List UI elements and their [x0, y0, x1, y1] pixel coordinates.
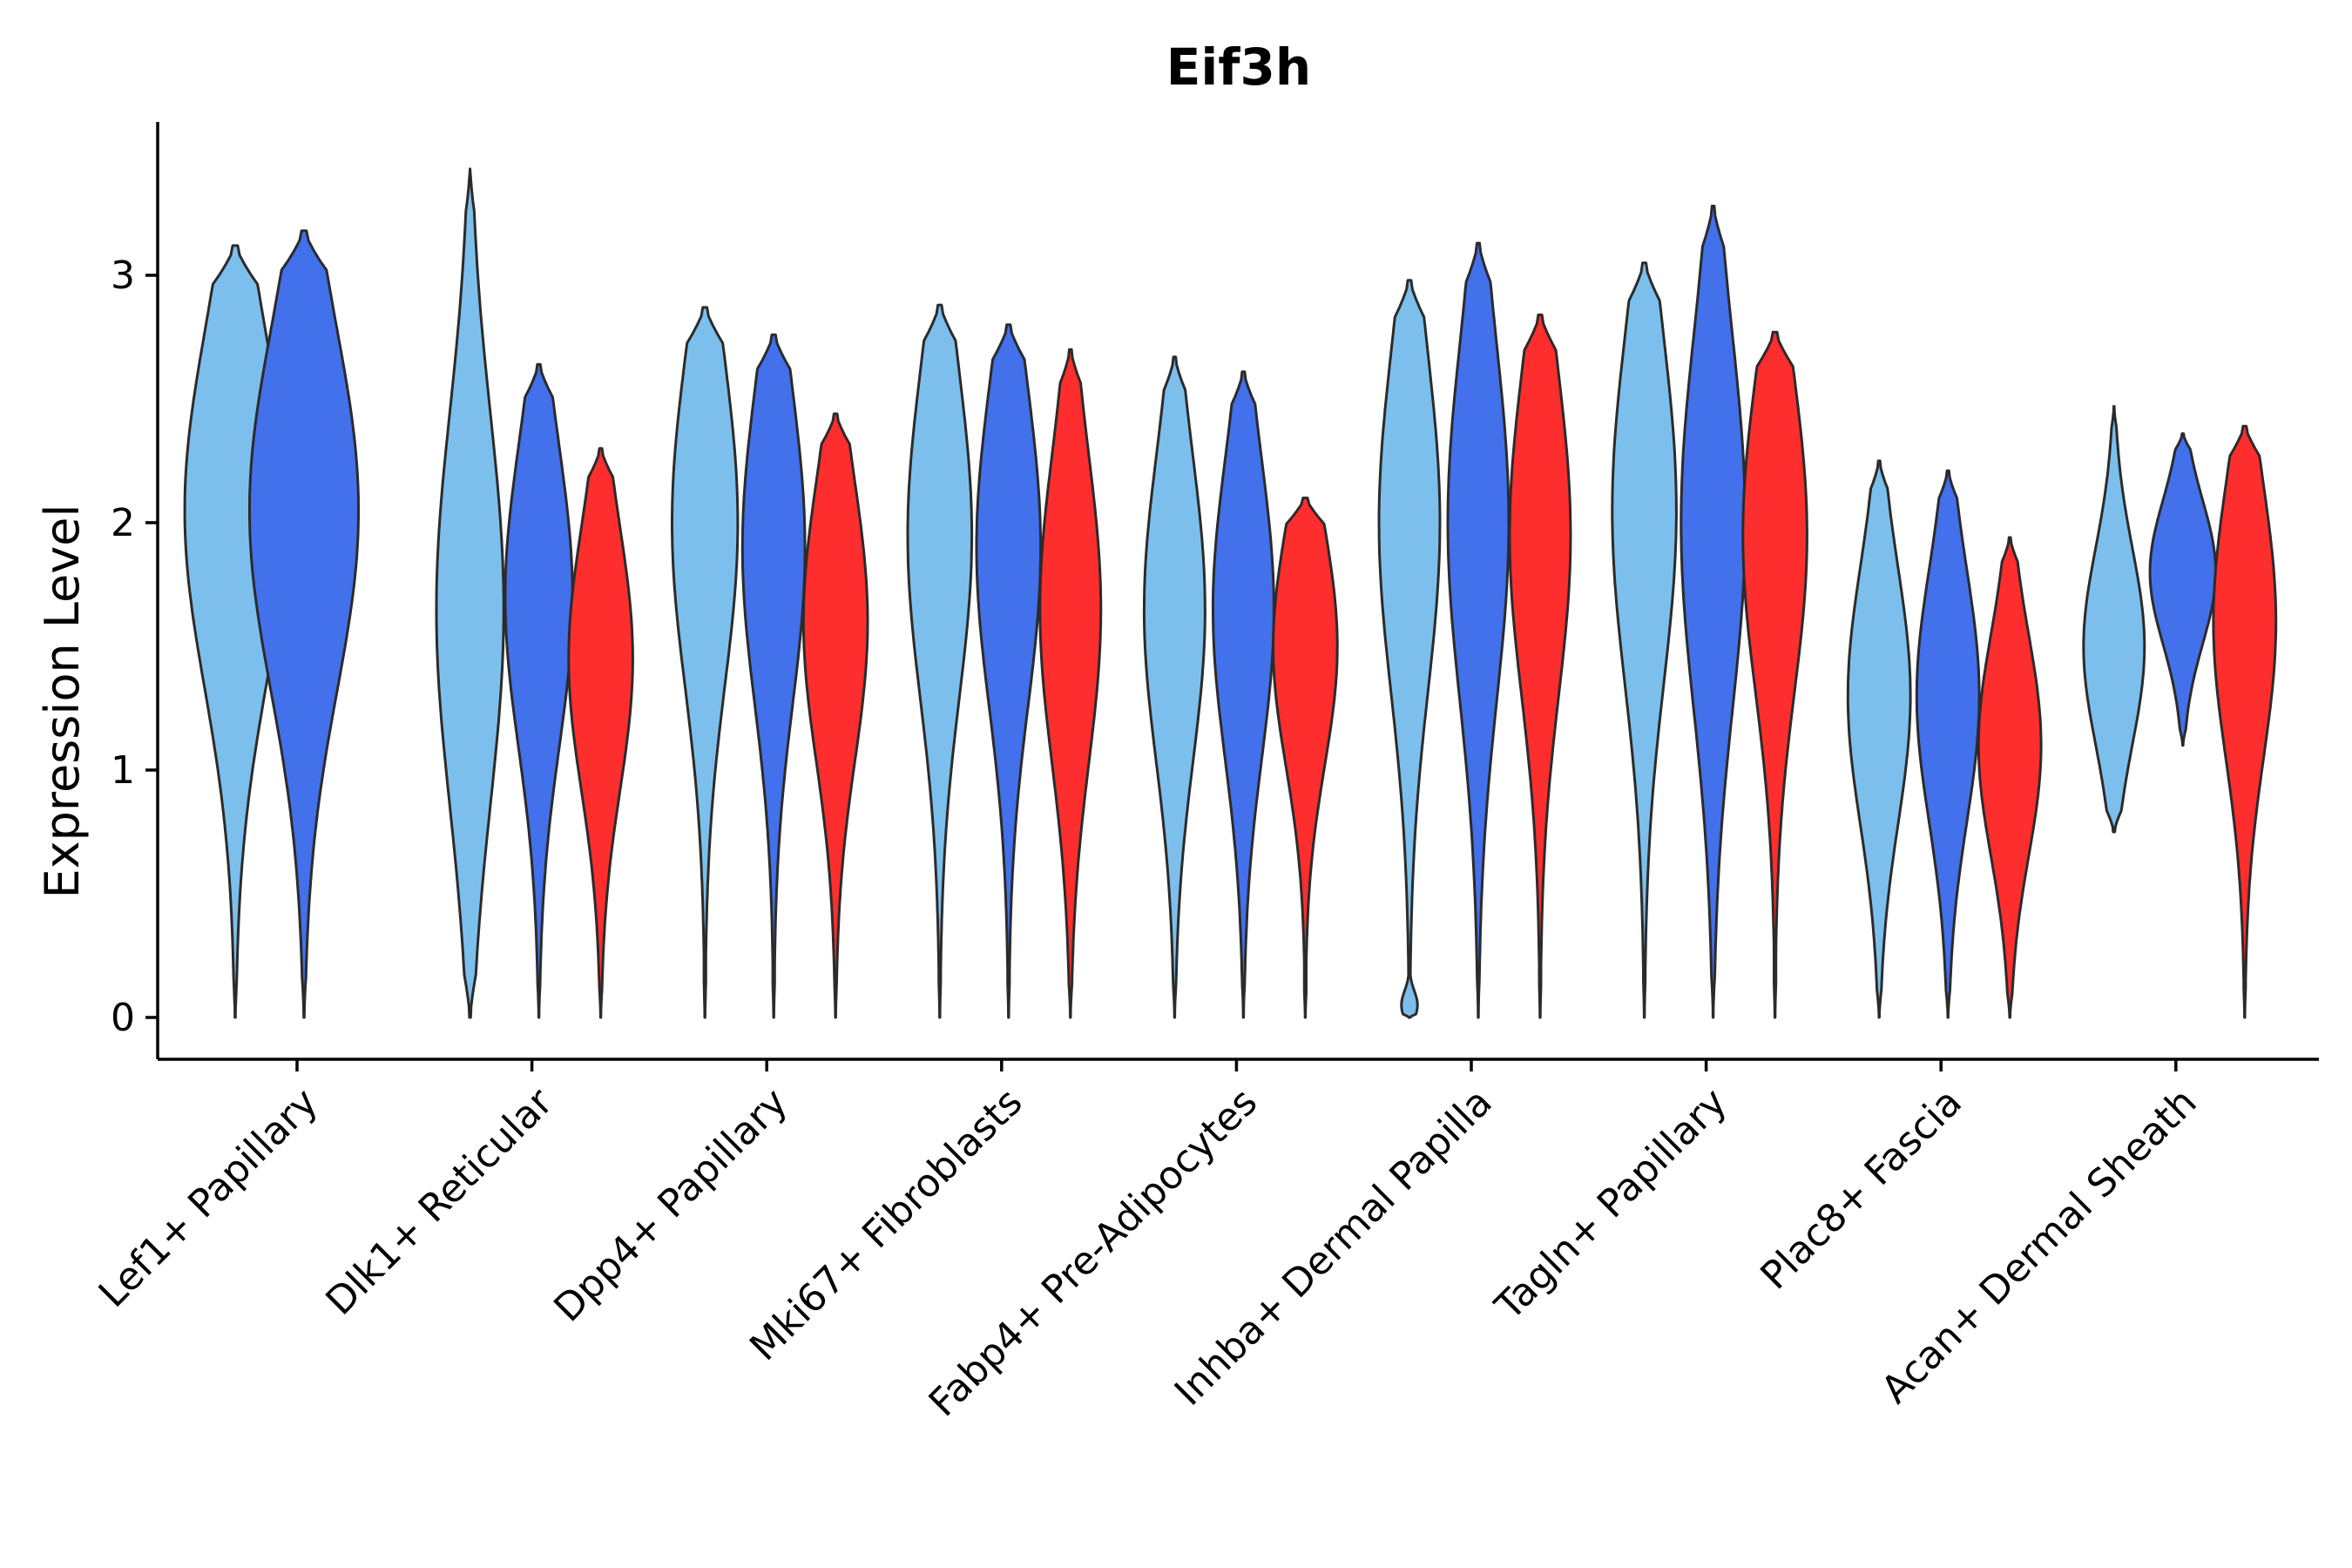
violin-5-group-3	[1508, 313, 1572, 1019]
violin-7-group-1	[1846, 459, 1912, 1019]
y-tick-label-2: 2	[111, 501, 135, 545]
x-tick-label-7: Plac8+ Fascia	[1752, 1080, 1970, 1299]
violin-2-group-2	[740, 333, 807, 1019]
violin-3-group-1	[906, 303, 974, 1019]
y-tick-label-0: 0	[111, 996, 135, 1040]
violin-7-group-3	[1977, 536, 2043, 1019]
x-tick-label-6: Tagln+ Papillary	[1486, 1080, 1735, 1329]
violin-3-group-3	[1038, 348, 1103, 1019]
violin-2-group-1	[671, 306, 740, 1019]
x-tick-label-1: Dlk1+ Reticular	[317, 1079, 562, 1324]
violin-7-group-2	[1915, 469, 1981, 1019]
violin-3-group-2	[975, 323, 1043, 1019]
violin-1-group-2	[504, 362, 574, 1019]
violin-0-group-2	[248, 229, 360, 1019]
violin-6-group-2	[1680, 205, 1747, 1019]
violin-8-group-1	[2082, 405, 2146, 834]
x-tick-label-0: Lef1+ Papillary	[91, 1080, 327, 1316]
violins-layer	[183, 167, 2278, 1019]
y-axis-label: Expression Level	[35, 504, 90, 899]
violin-6-group-1	[1611, 261, 1678, 1019]
violin-5-group-2	[1446, 241, 1511, 1019]
y-tick-label-1: 1	[111, 748, 135, 793]
violin-8-group-2	[2148, 432, 2217, 747]
chart-title: Eif3h	[1166, 37, 1311, 97]
violin-1-group-3	[567, 447, 634, 1019]
violin-5-group-1-zero	[1400, 954, 1419, 1019]
violin-5-group-1	[1377, 279, 1442, 1019]
x-tick-label-2: Dpp4+ Papillary	[545, 1080, 796, 1331]
violin-4-group-3	[1272, 497, 1339, 1019]
violin-8-group-3	[2212, 424, 2278, 1019]
violin-6-group-3	[1741, 330, 1808, 1019]
violin-2-group-3	[801, 412, 869, 1019]
violin-4-group-1	[1142, 355, 1206, 1019]
violin-4-group-2	[1211, 370, 1275, 1019]
violin-1-group-1	[435, 167, 505, 1019]
y-tick-label-3: 3	[111, 253, 135, 298]
